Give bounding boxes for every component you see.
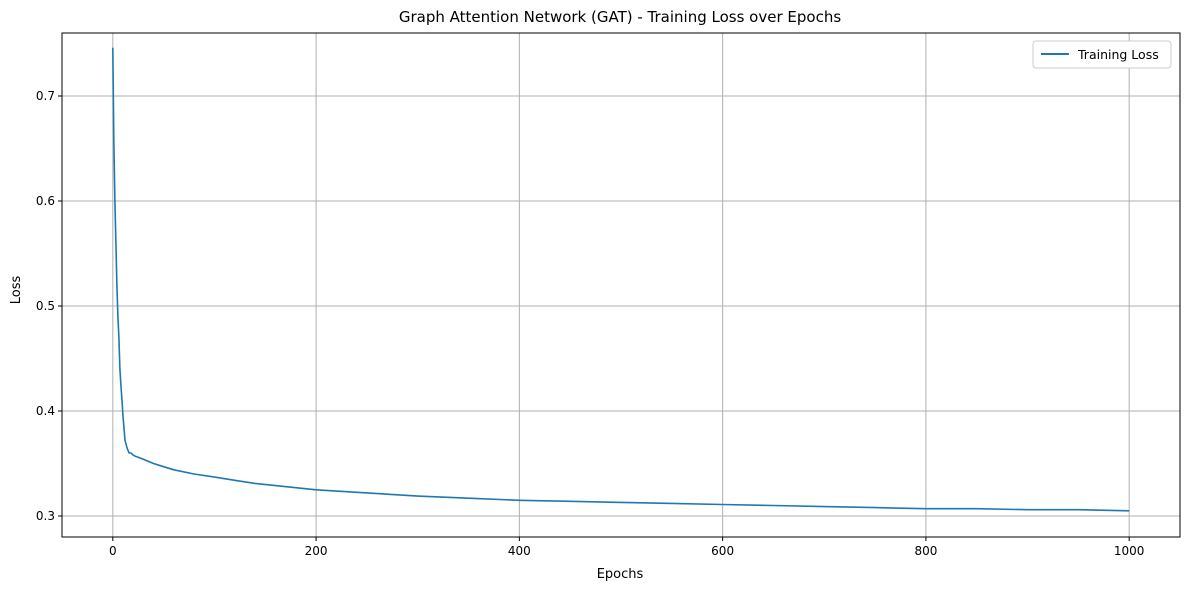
x-tick-label: 800 [914, 544, 937, 558]
x-tick-label: 1000 [1114, 544, 1145, 558]
x-axis: 0 200 400 600 800 1000 [109, 537, 1144, 558]
series-line-training-loss [112, 47, 1130, 512]
legend-label: Training Loss [1077, 47, 1159, 62]
y-tick-label: 0.3 [36, 509, 55, 523]
y-tick-label: 0.5 [36, 299, 55, 313]
x-tick-label: 0 [109, 544, 117, 558]
chart-title: Graph Attention Network (GAT) - Training… [399, 8, 841, 26]
x-tick-label: 600 [711, 544, 734, 558]
y-axis: 0.3 0.4 0.5 0.6 0.7 [36, 89, 62, 523]
legend-box [1032, 40, 1172, 69]
x-tick-label: 200 [305, 544, 328, 558]
x-axis-label: Epochs [597, 567, 644, 582]
legend: Training Loss [1032, 40, 1172, 69]
grid [62, 33, 1180, 537]
series-layer [112, 47, 1130, 512]
x-tick-label: 400 [508, 544, 531, 558]
plot-area [62, 33, 1180, 537]
y-tick-label: 0.4 [36, 404, 55, 418]
y-axis-label: Loss [9, 276, 24, 305]
y-tick-label: 0.7 [36, 89, 55, 103]
plot-frame [61, 32, 1181, 538]
y-tick-label: 0.6 [36, 194, 55, 208]
